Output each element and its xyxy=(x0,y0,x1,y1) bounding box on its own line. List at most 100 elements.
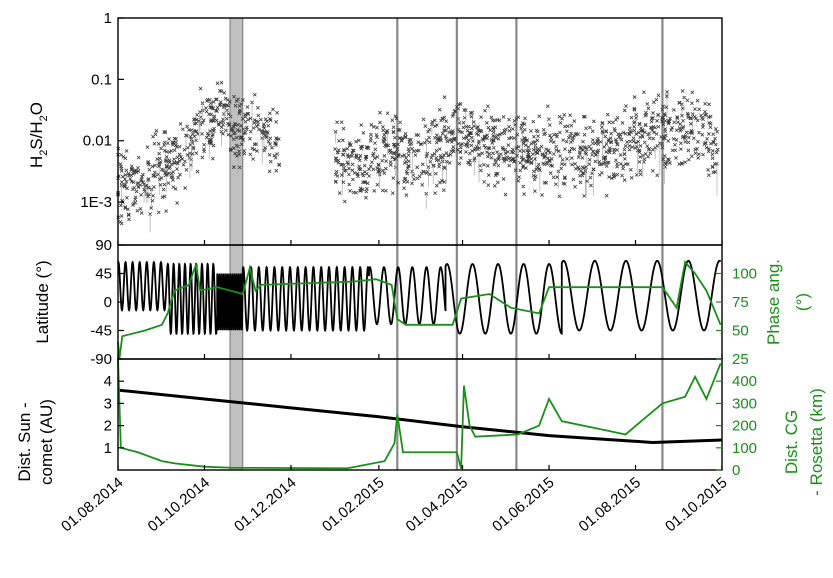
scatter-point xyxy=(232,94,236,99)
scatter-point xyxy=(172,161,177,165)
scatter-point xyxy=(250,146,255,151)
scatter-point xyxy=(690,129,694,134)
scatter-point xyxy=(545,104,550,109)
scatter-point xyxy=(495,150,500,155)
scatter-point xyxy=(689,116,694,121)
scatter-point xyxy=(615,172,620,177)
scatter-point xyxy=(551,175,556,180)
scatter-point xyxy=(402,186,407,191)
scatter-point xyxy=(648,151,653,156)
scatter-point xyxy=(447,130,452,135)
scatter-point xyxy=(192,121,197,126)
scatter-point xyxy=(460,141,465,146)
scatter-point xyxy=(373,141,377,146)
scatter-point xyxy=(650,116,655,121)
scatter-point xyxy=(239,123,244,128)
scatter-point xyxy=(461,120,466,125)
scatter-point xyxy=(437,162,442,167)
scatter-point xyxy=(126,212,131,217)
scatter-point xyxy=(482,162,486,167)
scatter-point xyxy=(231,165,236,170)
scatter-point xyxy=(157,177,162,182)
scatter-point xyxy=(360,144,365,149)
scatter-point xyxy=(482,143,487,148)
scatter-point xyxy=(246,112,251,116)
scatter-point xyxy=(369,132,373,137)
scatter-point xyxy=(533,174,538,179)
scatter-point xyxy=(361,130,366,135)
scatter-point xyxy=(345,160,350,165)
scatter-point xyxy=(642,157,647,162)
scatter-point xyxy=(711,139,716,144)
scatter-point xyxy=(139,192,143,197)
scatter-point xyxy=(498,132,502,137)
scatter-point xyxy=(634,116,639,120)
scatter-point xyxy=(562,162,567,167)
scatter-point xyxy=(511,156,515,161)
scatter-point xyxy=(151,193,155,198)
scatter-point xyxy=(268,136,273,141)
scatter-point xyxy=(260,131,264,135)
scatter-point xyxy=(262,148,267,153)
scatter-point xyxy=(605,112,610,117)
scatter-point xyxy=(404,169,409,174)
scatter-point xyxy=(622,147,627,152)
scatter-point xyxy=(558,154,563,158)
scatter-point xyxy=(351,148,356,153)
scatter-point xyxy=(440,131,445,136)
scatter-point xyxy=(136,169,141,174)
scatter-point xyxy=(248,136,252,141)
scatter-point xyxy=(350,148,355,153)
scatter-point xyxy=(660,115,664,120)
scatter-point xyxy=(614,158,618,163)
scatter-point xyxy=(202,142,207,147)
h2s-h2o-scatter-series xyxy=(116,80,720,233)
scatter-point xyxy=(430,153,435,157)
scatter-point xyxy=(621,166,625,171)
scatter-point xyxy=(548,163,553,168)
scatter-point xyxy=(266,139,271,144)
scatter-point xyxy=(681,118,686,123)
scatter-point xyxy=(697,130,701,135)
scatter-point xyxy=(412,149,416,154)
scatter-point xyxy=(620,120,625,125)
scatter-point xyxy=(274,136,279,141)
scatter-point xyxy=(471,139,475,144)
scatter-point xyxy=(140,174,144,179)
scatter-point xyxy=(694,116,698,121)
scatter-point xyxy=(703,101,708,106)
scatter-point xyxy=(492,183,497,188)
scatter-point xyxy=(187,156,192,160)
bottom-y-tick-label-1: 3 xyxy=(104,395,112,412)
scatter-point xyxy=(693,107,697,112)
scatter-point xyxy=(691,136,696,141)
scatter-point xyxy=(532,177,537,182)
scatter-point xyxy=(152,170,157,175)
scatter-point xyxy=(506,143,511,147)
scatter-point xyxy=(354,153,359,158)
scatter-point xyxy=(702,142,707,147)
scatter-point xyxy=(500,145,505,150)
scatter-point xyxy=(252,92,257,97)
scatter-point xyxy=(486,154,490,159)
scatter-point xyxy=(642,90,646,95)
scatter-point xyxy=(699,113,704,118)
scatter-point xyxy=(129,179,134,184)
scatter-point xyxy=(275,152,280,156)
scatter-point xyxy=(507,136,511,141)
scatter-point xyxy=(163,171,167,175)
scatter-point xyxy=(544,151,548,155)
scatter-point xyxy=(396,142,400,147)
scatter-point xyxy=(525,154,530,159)
scatter-point xyxy=(555,175,560,179)
scatter-point xyxy=(659,135,664,139)
scatter-point xyxy=(490,141,495,145)
panels: 1 0.1 0.01 1E-3 90 45 0 -45 -90 100 75 50 25 4 3 2 1 400 3… xyxy=(58,10,757,535)
scatter-point xyxy=(119,180,124,185)
scatter-point xyxy=(610,120,615,125)
scatter-point xyxy=(627,147,632,152)
scatter-point xyxy=(171,178,175,182)
scatter-point xyxy=(580,155,585,160)
scatter-point xyxy=(476,141,481,146)
scatter-point xyxy=(382,153,387,158)
